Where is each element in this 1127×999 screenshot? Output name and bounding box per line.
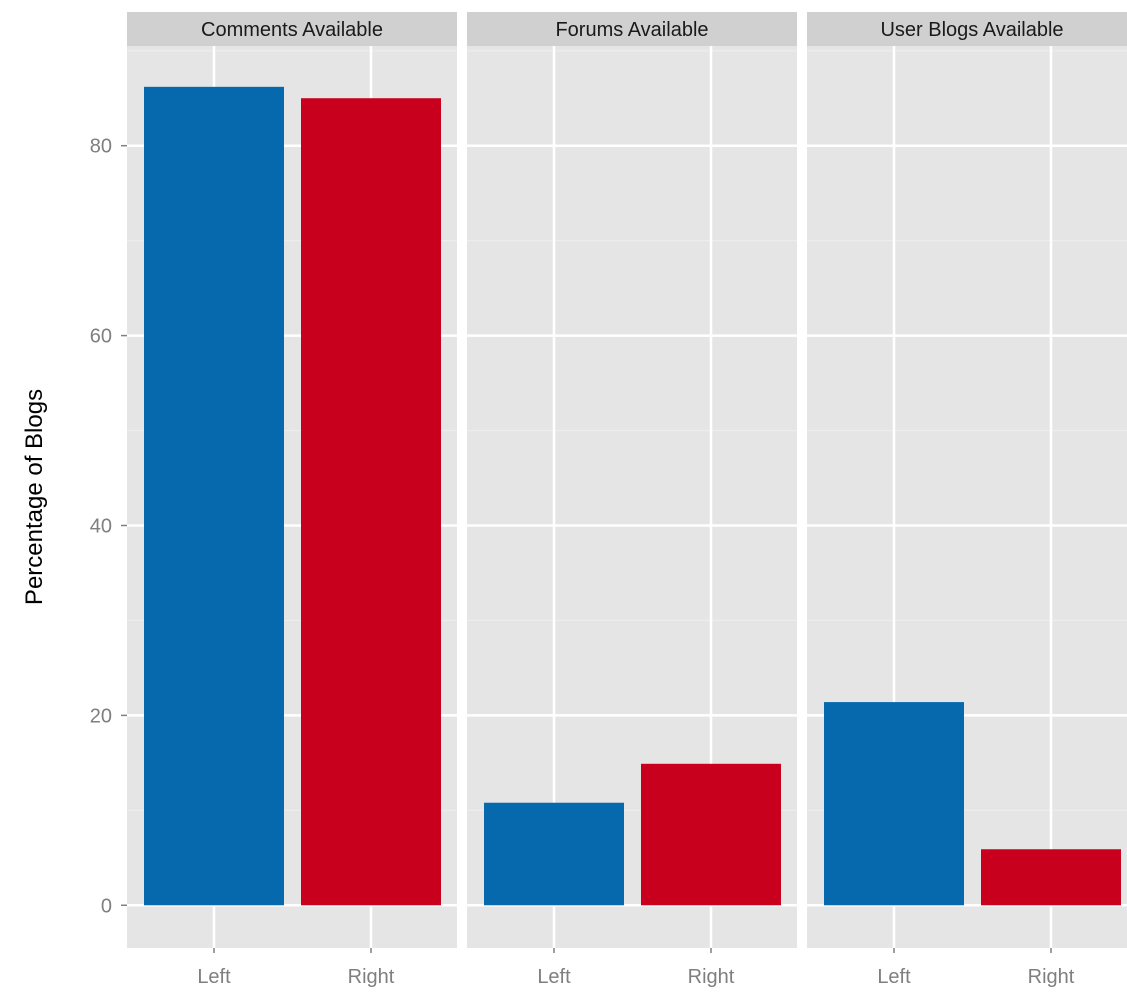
x-tick-label: Left [537, 966, 571, 988]
y-tick-label: 20 [90, 705, 112, 727]
y-tick-label: 0 [101, 895, 112, 917]
facet-panel-user-blogs-available: User Blogs Available Left Right [807, 12, 1127, 988]
bar-user-blogs-available-right [981, 849, 1121, 906]
facet-strip [807, 12, 1127, 46]
y-axis-title: Percentage of Blogs [21, 389, 48, 605]
x-tick-label: Right [348, 966, 395, 988]
y-tick-label: 60 [90, 326, 112, 348]
bar-user-blogs-available-left [824, 702, 964, 906]
bar-forums-available-left [484, 802, 624, 906]
x-tick-label: Right [1028, 966, 1075, 988]
bar-comments-available-right [301, 98, 441, 906]
bar-comments-available-left [144, 86, 284, 906]
bar-forums-available-right [641, 763, 781, 906]
x-tick-label: Left [877, 966, 911, 988]
y-tick-label: 80 [90, 136, 112, 158]
x-tick-label: Right [688, 966, 735, 988]
facet-strip-label: Comments Available [201, 19, 383, 41]
facet-panel-forums-available: Forums Available Left Right [467, 12, 797, 988]
facet-strip [467, 12, 797, 46]
facet-strip [127, 12, 457, 46]
facet-strip-label: User Blogs Available [880, 19, 1063, 41]
facet-panel-comments-available: Comments Available Left Right [127, 12, 457, 988]
x-tick-label: Left [197, 966, 231, 988]
y-tick-label: 40 [90, 515, 112, 537]
facet-strip-label: Forums Available [555, 19, 708, 41]
